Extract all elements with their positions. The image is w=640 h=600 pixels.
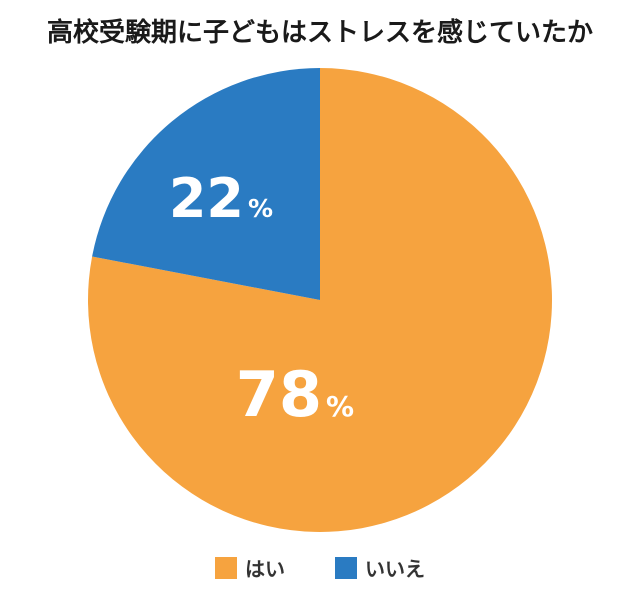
svg-text:%: % xyxy=(326,390,354,423)
pie-slice-yes xyxy=(87,68,552,533)
legend: はい いいえ xyxy=(0,553,640,582)
slice-label-no: 22 % xyxy=(169,167,273,230)
legend-swatch-no xyxy=(335,556,357,579)
chart-title: 高校受験期に子どもはストレスを感じていたか xyxy=(46,18,593,48)
pie-slice-no xyxy=(92,68,320,300)
slice-label-yes: 78 % xyxy=(236,358,354,431)
svg-text:22: 22 xyxy=(169,167,244,230)
legend-label-no: いいえ xyxy=(365,557,425,581)
legend-item-yes: はい xyxy=(215,553,285,582)
legend-swatch-yes xyxy=(215,556,237,579)
svg-text:%: % xyxy=(248,194,273,223)
svg-text:78: 78 xyxy=(236,358,322,431)
legend-label-yes: はい xyxy=(245,557,285,581)
legend-item-no: いいえ xyxy=(335,553,425,582)
